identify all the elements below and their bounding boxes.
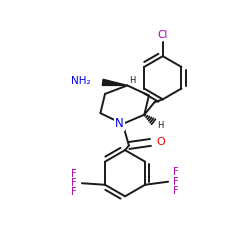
Text: N: N	[115, 118, 124, 130]
Text: F: F	[173, 168, 179, 177]
Text: F: F	[72, 188, 77, 198]
Polygon shape	[102, 79, 127, 86]
Text: F: F	[72, 178, 77, 188]
Text: H: H	[157, 121, 164, 130]
Text: O: O	[156, 137, 165, 147]
Text: H: H	[130, 76, 136, 84]
Text: NH₂: NH₂	[71, 76, 91, 86]
Text: F: F	[173, 177, 179, 187]
Text: Cl: Cl	[158, 30, 168, 40]
Text: F: F	[173, 186, 179, 196]
Text: F: F	[72, 169, 77, 179]
